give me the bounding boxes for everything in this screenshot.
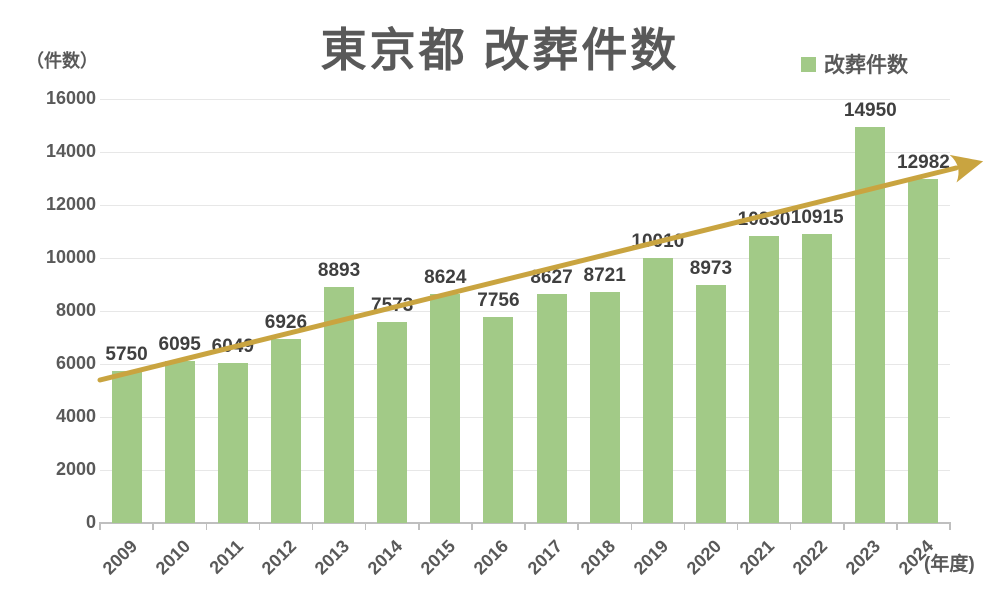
x-axis-tick	[524, 524, 526, 530]
legend-color-swatch	[801, 56, 816, 72]
bar	[855, 126, 886, 523]
x-axis-tick	[736, 524, 739, 530]
gridline	[100, 98, 950, 100]
y-tick-label: 6000	[55, 353, 96, 373]
y-tick-label: 4000	[55, 406, 96, 426]
bar	[164, 361, 195, 523]
y-tick-label: 10000	[45, 247, 96, 267]
x-tick-label: 2023	[841, 536, 885, 579]
x-axis-tick	[471, 524, 473, 530]
bar	[430, 294, 461, 523]
x-axis-tick	[311, 524, 314, 530]
bar-value-label: 6926	[264, 312, 308, 334]
x-tick-label: 2010	[151, 536, 194, 579]
bar	[483, 317, 514, 523]
x-tick-label: 2016	[470, 536, 513, 579]
gridline	[100, 151, 950, 153]
x-axis-tick	[789, 524, 792, 530]
legend-label: 改葬件数	[824, 54, 908, 77]
x-axis-tick	[683, 524, 686, 530]
bar	[111, 370, 142, 523]
gridline	[100, 469, 950, 471]
x-tick-label: 2021	[735, 536, 779, 579]
x-axis-tick	[205, 524, 207, 530]
y-tick-label: 8000	[55, 300, 96, 320]
x-tick-label: 2022	[788, 536, 832, 579]
bar	[749, 236, 780, 523]
bar	[802, 233, 833, 523]
x-axis-tick	[418, 524, 420, 530]
x-axis-tick	[843, 524, 845, 530]
bar-value-label: 14950	[843, 99, 897, 121]
y-tick-label: 2000	[55, 459, 96, 479]
bar	[908, 178, 939, 523]
y-axis-unit-label: （件数）	[26, 51, 98, 71]
x-axis-tick	[152, 524, 154, 530]
bar-value-label: 10010	[631, 230, 685, 252]
y-tick-label: 16000	[45, 88, 96, 108]
x-axis-tick	[630, 524, 632, 530]
bar-value-label: 10915	[790, 206, 844, 228]
bar-value-label: 7573	[371, 295, 414, 317]
x-tick-label: 2015	[416, 536, 460, 579]
x-tick-label: 2009	[98, 536, 141, 579]
x-axis-tick	[949, 524, 951, 530]
bar-value-label: 12982	[897, 151, 950, 173]
bar	[377, 322, 408, 523]
y-tick-label: 14000	[45, 141, 96, 161]
bar	[324, 287, 355, 523]
x-axis-line	[99, 522, 951, 524]
x-tick-label: 2018	[576, 536, 619, 579]
y-tick-label: 12000	[45, 194, 96, 214]
x-axis-tick	[364, 524, 367, 530]
bar	[695, 285, 726, 523]
x-axis-unit-label: (年度)	[924, 554, 975, 575]
y-tick-label: 0	[85, 512, 96, 532]
x-tick-label: 2014	[363, 536, 407, 579]
x-axis-tick	[896, 524, 898, 530]
x-tick-label: 2020	[682, 536, 726, 579]
bar	[270, 339, 301, 523]
bar-value-label: 6049	[211, 335, 254, 357]
bar-value-label: 8893	[317, 260, 361, 282]
gridline	[100, 204, 950, 206]
x-axis-tick	[577, 524, 579, 530]
x-tick-label: 2013	[310, 536, 354, 579]
x-tick-label: 2011	[205, 536, 247, 578]
bar	[642, 257, 673, 523]
bar-value-label: 7756	[477, 290, 520, 312]
x-tick-label: 2017	[523, 536, 566, 579]
bar-value-label: 8721	[583, 264, 626, 286]
x-tick-label: 2019	[629, 536, 672, 579]
bar-value-label: 8624	[424, 267, 467, 289]
bar-value-label: 8973	[689, 258, 733, 280]
legend: 改葬件数	[801, 49, 908, 79]
x-tick-label: 2012	[257, 536, 301, 579]
bar	[589, 291, 620, 523]
gridline	[100, 416, 950, 418]
x-axis-tick	[99, 524, 101, 530]
bar	[536, 294, 567, 523]
bar	[217, 362, 248, 523]
chart-title: 東京都 改葬件数	[320, 24, 680, 76]
x-axis-tick	[258, 524, 261, 530]
